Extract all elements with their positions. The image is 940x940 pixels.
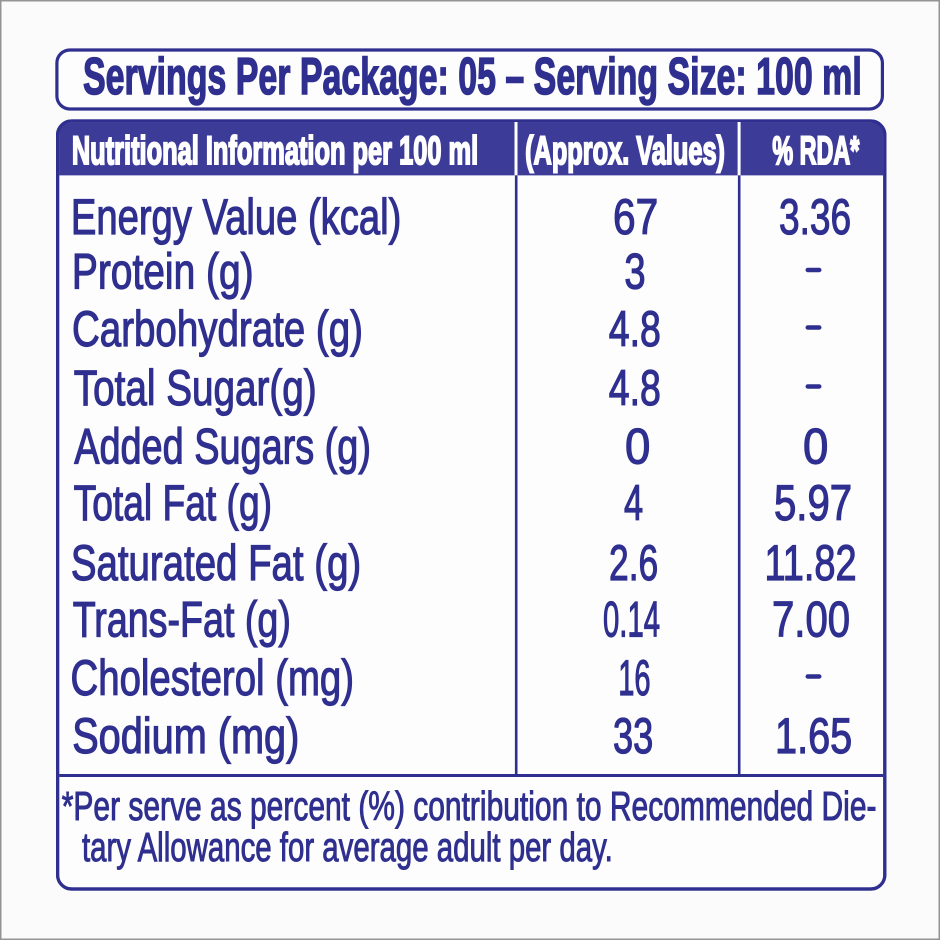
svg-text:16: 16 bbox=[618, 650, 650, 706]
svg-text:67: 67 bbox=[613, 189, 658, 245]
svg-text:0.14: 0.14 bbox=[603, 591, 660, 647]
svg-text:4.8: 4.8 bbox=[609, 302, 661, 357]
svg-text:Carbohydrate (g): Carbohydrate (g) bbox=[72, 302, 363, 357]
svg-text:3: 3 bbox=[624, 245, 645, 300]
svg-text:Nutritional Information per 10: Nutritional Information per 100 ml bbox=[72, 129, 478, 173]
svg-text:33: 33 bbox=[613, 708, 653, 764]
svg-text:11.82: 11.82 bbox=[764, 536, 856, 591]
svg-text:Trans-Fat (g): Trans-Fat (g) bbox=[73, 592, 291, 647]
svg-text:Energy Value (kcal): Energy Value (kcal) bbox=[71, 190, 401, 245]
svg-text:4.8: 4.8 bbox=[609, 361, 661, 416]
svg-text:0: 0 bbox=[625, 420, 650, 475]
svg-text:2.6: 2.6 bbox=[609, 536, 658, 591]
svg-text:tary Allowance for average adu: tary Allowance for average adult per day… bbox=[82, 824, 613, 870]
svg-text:Total Sugar(g): Total Sugar(g) bbox=[74, 361, 317, 416]
svg-text:Cholesterol (mg): Cholesterol (mg) bbox=[71, 651, 355, 706]
svg-text:% RDA*: % RDA* bbox=[772, 127, 859, 172]
svg-text:Added Sugars (g): Added Sugars (g) bbox=[74, 420, 371, 475]
svg-text:Total Fat (g): Total Fat (g) bbox=[74, 476, 272, 532]
svg-text:Protein (g): Protein (g) bbox=[72, 244, 254, 300]
svg-text:*Per serve as percent (%) cont: *Per serve as percent (%) contribution t… bbox=[62, 782, 877, 829]
svg-text:5.97: 5.97 bbox=[774, 475, 852, 531]
svg-text:Sodium (mg): Sodium (mg) bbox=[72, 708, 299, 764]
svg-text:Servings Per Package: 05 – Ser: Servings Per Package: 05 – Serving Size:… bbox=[83, 48, 862, 106]
svg-text:7.00: 7.00 bbox=[772, 591, 850, 647]
svg-text:(Approx. Values): (Approx. Values) bbox=[525, 129, 725, 173]
svg-text:Saturated Fat (g): Saturated Fat (g) bbox=[71, 536, 361, 591]
svg-text:3.36: 3.36 bbox=[779, 190, 851, 246]
svg-text:4: 4 bbox=[624, 476, 643, 532]
svg-text:0: 0 bbox=[803, 420, 828, 475]
svg-text:1.65: 1.65 bbox=[775, 708, 852, 765]
